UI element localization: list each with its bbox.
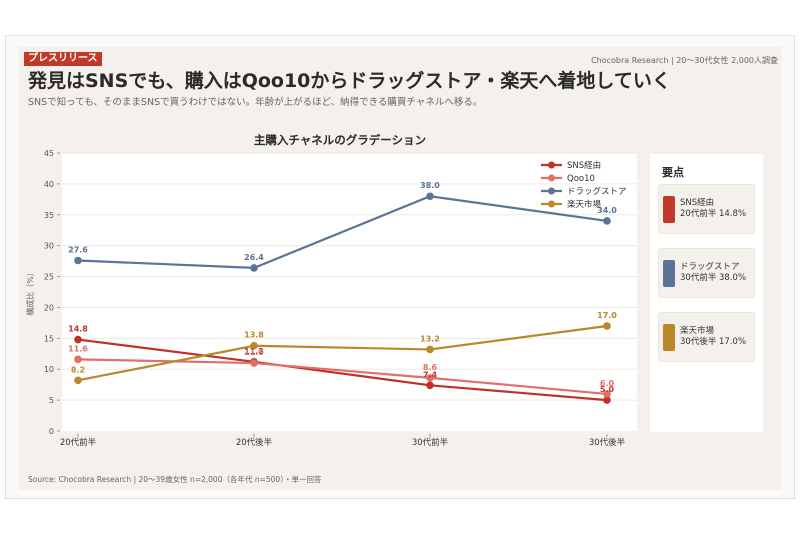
data-point <box>74 376 82 385</box>
y-tick-label: 40 <box>44 180 54 189</box>
y-tick-label: 10 <box>44 365 54 374</box>
data-point <box>426 381 434 390</box>
x-tick-label: 20代前半 <box>60 437 97 448</box>
data-label: 14.8 <box>68 325 88 334</box>
key-point-card: ドラッグストア 30代前半 38.0% <box>658 248 755 298</box>
legend-marker <box>548 200 555 208</box>
series-line <box>77 324 608 382</box>
data-label: 13.8 <box>244 331 264 340</box>
color-swatch <box>663 260 675 287</box>
key-points-title: 要点 <box>662 166 684 179</box>
key-point-value: 30代前半 38.0% <box>680 273 747 283</box>
data-point <box>74 256 82 265</box>
data-point <box>74 355 82 364</box>
data-label: 11.0 <box>244 348 264 357</box>
legend-marker <box>548 174 555 182</box>
series-line <box>77 195 608 270</box>
key-point-label: 楽天市場 <box>680 326 715 336</box>
y-tick-label: 45 <box>44 149 54 158</box>
key-point-card: SNS経由 20代前半 14.8% <box>658 184 755 234</box>
data-label: 13.2 <box>420 334 440 343</box>
data-point <box>250 341 258 350</box>
data-point <box>250 264 258 272</box>
legend-label: SNS経由 <box>567 160 601 171</box>
y-axis: 0 5 10 15 20 25 30 35 40 45 <box>44 149 60 436</box>
data-label: 7.4 <box>423 370 438 379</box>
key-points-panel: 要点 SNS経由 20代前半 14.8% ドラッグストア 30代前半 38.0% 楽… <box>650 154 763 432</box>
data-label: 11.2 <box>244 347 264 356</box>
color-swatch <box>663 196 675 223</box>
key-point-label: SNS経由 <box>680 198 715 208</box>
x-axis: 20代前半 20代後半 30代前半 30代後半 <box>60 434 626 448</box>
data-point <box>74 335 82 344</box>
y-tick-label: 35 <box>44 211 54 220</box>
data-point <box>250 359 258 367</box>
data-point <box>603 322 611 330</box>
data-point <box>426 192 434 201</box>
data-label: 5.0 <box>600 385 615 394</box>
series-group <box>74 192 611 404</box>
data-point <box>603 217 611 225</box>
plot-area <box>62 153 637 431</box>
data-label: 8.6 <box>423 363 438 372</box>
color-swatch <box>663 324 675 351</box>
data-point <box>603 396 611 404</box>
y-tick-label: 0 <box>49 427 54 436</box>
x-tick-label: 20代後半 <box>236 437 273 448</box>
data-label: 38.0 <box>420 181 440 190</box>
x-tick-label: 30代後半 <box>589 437 626 448</box>
data-label: 34.0 <box>597 206 617 215</box>
y-tick-label: 15 <box>44 334 54 343</box>
press-release-badge: プレスリリース <box>24 52 102 66</box>
page-title: 発見はSNSでも、購入はQoo10からドラッグストア・楽天へ着地していく <box>28 70 671 92</box>
data-label: 17.0 <box>597 311 617 320</box>
y-axis-label: 構成比（%） <box>25 268 35 316</box>
data-point <box>603 390 611 398</box>
y-tick-label: 20 <box>44 303 54 312</box>
data-label: 6.0 <box>600 379 615 388</box>
series-line <box>77 338 608 402</box>
data-label: 27.6 <box>68 245 88 254</box>
legend-label: ドラッグストア <box>567 186 627 197</box>
x-tick-label: 30代前半 <box>412 437 449 448</box>
data-label: 11.6 <box>68 344 88 353</box>
byline: Chocobra Research | 20〜30代女性 2,000人調査 <box>591 56 778 65</box>
series-line <box>77 358 608 396</box>
chart-title: 主購入チャネルのグラデーション <box>254 133 426 147</box>
legend-marker <box>548 187 555 195</box>
data-label: 26.4 <box>244 253 264 262</box>
data-label: 8.2 <box>71 365 85 374</box>
data-point <box>426 345 434 354</box>
page-subtitle: SNSで知っても、そのままSNSで買うわけではない。年齢が上がるほど、納得できる… <box>28 97 483 108</box>
legend-marker <box>548 161 555 169</box>
key-point-label: ドラッグストア <box>680 262 740 272</box>
data-point <box>426 374 434 382</box>
source-note: Source: Chocobra Research | 20〜39歳女性 n=2… <box>28 475 322 484</box>
y-tick-label: 5 <box>49 396 54 405</box>
key-point-value: 30代後半 17.0% <box>680 337 747 347</box>
y-tick-label: 25 <box>44 273 54 282</box>
legend-label: Qoo10 <box>567 174 595 184</box>
key-point-value: 20代前半 14.8% <box>680 209 747 219</box>
gridlines <box>62 152 637 401</box>
y-tick-label: 30 <box>44 242 54 251</box>
legend-label: 楽天市場 <box>567 199 602 210</box>
data-labels: 14.8 11.2 7.4 5.0 11.6 11.0 8.6 6.0 27.6 26.4 38.0… <box>68 181 617 394</box>
key-point-card: 楽天市場 30代後半 17.0% <box>658 312 755 362</box>
